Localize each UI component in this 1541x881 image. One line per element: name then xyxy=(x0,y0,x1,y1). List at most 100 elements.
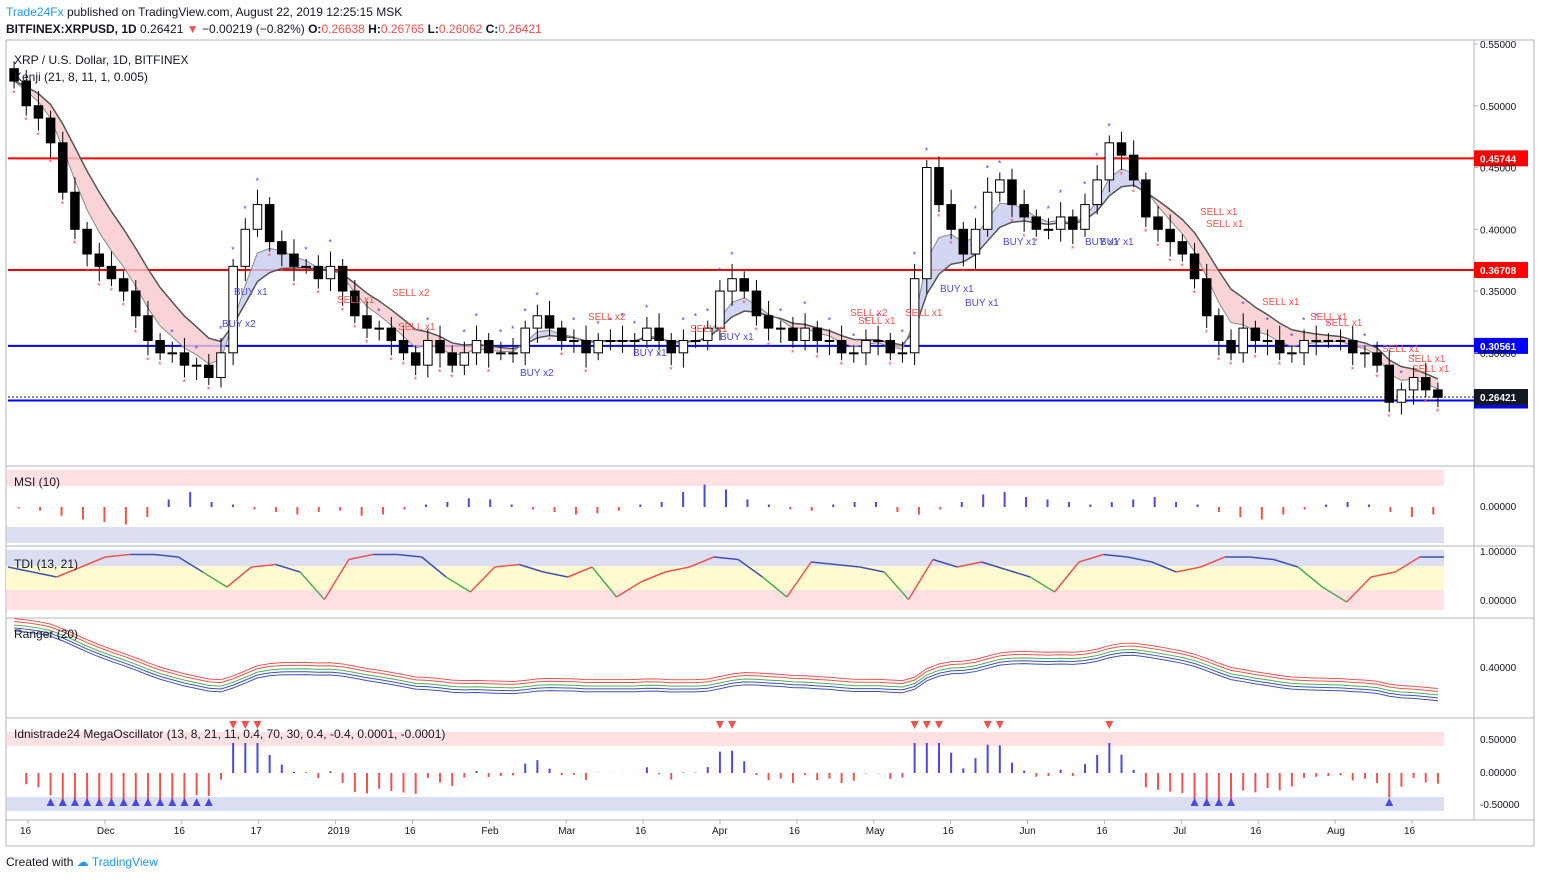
ribbon-segment xyxy=(1401,366,1414,381)
sell-dot-marker: * xyxy=(1375,373,1379,383)
sell-dot-marker: * xyxy=(1193,289,1197,299)
candle-body xyxy=(1433,389,1443,398)
buy-dot-marker: * xyxy=(1046,204,1050,214)
publisher-name[interactable]: Trade24Fx xyxy=(6,5,64,19)
signal-label: BUY x1 xyxy=(633,348,667,359)
candle-body xyxy=(922,167,932,280)
time-axis-label: May xyxy=(866,826,885,837)
mega-lower-band xyxy=(6,797,1444,811)
megaoscillator-label: Idnistrade24 MegaOscillator (13, 8, 21, … xyxy=(14,727,445,741)
candle-body xyxy=(885,339,896,354)
candle-body xyxy=(155,339,165,354)
buy-dot-marker: * xyxy=(535,291,539,301)
tdi-line-segment xyxy=(80,556,106,568)
candle-body xyxy=(337,265,348,292)
candle-body xyxy=(228,265,238,354)
tdi-line-segment xyxy=(713,556,739,561)
sell-dot-marker: * xyxy=(49,158,53,168)
signal-label: BUY x1 xyxy=(965,298,999,309)
tdi-line-segment xyxy=(1029,576,1055,593)
tdi-line-segment xyxy=(1370,571,1396,578)
candle-body xyxy=(1262,339,1273,342)
price-axis-label: 0.40000 xyxy=(1480,225,1517,236)
candle-body xyxy=(666,339,676,354)
sell-dot-marker: * xyxy=(280,266,284,276)
candle-body xyxy=(1360,352,1370,355)
buy-dot-marker: * xyxy=(633,319,637,329)
buy-dot-marker: * xyxy=(499,328,503,338)
candle-body xyxy=(1019,204,1029,218)
buy-dot-marker: * xyxy=(973,204,977,214)
mega-buy-arrow-icon xyxy=(192,798,201,806)
candle-body xyxy=(1396,389,1407,403)
candle-body xyxy=(447,352,457,366)
candle-body xyxy=(1055,216,1066,230)
signal-label: BUY x1 xyxy=(940,284,974,295)
tdi-line-segment xyxy=(1346,576,1372,603)
high-label: H: xyxy=(368,22,381,36)
buy-dot-marker: * xyxy=(1302,315,1306,325)
tdi-label: TDI (13, 21) xyxy=(14,557,78,571)
signal-label: SELL x1 xyxy=(1200,207,1238,218)
tdi-line-segment xyxy=(1321,586,1348,603)
symbol-label[interactable]: BITFINEX:XRPUSD, 1D xyxy=(6,22,137,36)
candle-body xyxy=(179,352,190,366)
kenji-indicator-label: Kenji (21, 8, 11, 1, 0.005) xyxy=(14,70,148,84)
buy-dot-marker: * xyxy=(864,315,868,325)
sell-dot-marker: * xyxy=(742,298,746,308)
sell-dot-marker: * xyxy=(815,353,819,363)
candle-body xyxy=(1274,339,1285,354)
candle-body xyxy=(629,339,640,342)
slow-ma-line xyxy=(13,80,1439,380)
tradingview-link[interactable]: TradingView xyxy=(91,855,158,869)
tradingview-logo-icon[interactable]: ☁ xyxy=(76,855,89,869)
ribbon-segment xyxy=(257,248,270,282)
sell-dot-marker: * xyxy=(36,130,40,140)
buy-dot-marker: * xyxy=(681,315,685,325)
mega-buy-arrow-icon xyxy=(70,798,79,806)
time-axis-label: Feb xyxy=(481,826,499,837)
candle-body xyxy=(82,228,92,255)
signal-label: SELL x2 xyxy=(588,312,626,323)
tdi-line-segment xyxy=(1249,556,1274,561)
tdi-line-segment xyxy=(494,563,520,568)
sell-dot-marker: * xyxy=(134,328,138,338)
price-tag-label: 0.45744 xyxy=(1480,154,1517,165)
sell-dot-marker: * xyxy=(24,116,28,126)
sell-dot-marker: * xyxy=(268,252,272,262)
ribbon-segment xyxy=(452,342,465,355)
sell-dot-marker: * xyxy=(1229,360,1233,370)
tdi-line-segment xyxy=(786,561,812,598)
tdi-line-segment xyxy=(251,563,276,568)
tdi-axis-label-top: 1.00000 xyxy=(1480,547,1517,558)
candle-body xyxy=(532,315,543,329)
mega-buy-arrow-icon xyxy=(107,798,116,806)
sell-dot-marker: * xyxy=(949,239,953,249)
signal-label: SELL x1 xyxy=(1262,297,1300,308)
signal-label: BUY x1 xyxy=(1100,237,1134,248)
mega-buy-arrow-icon xyxy=(46,798,55,806)
sell-dot-marker: * xyxy=(389,355,393,365)
sell-dot-marker: * xyxy=(450,373,454,383)
sell-dot-marker: * xyxy=(584,368,588,378)
candle-body xyxy=(143,315,153,341)
signal-label: SELL x1 xyxy=(858,316,896,327)
buy-dot-marker: * xyxy=(608,315,612,325)
ribbon-segment xyxy=(1194,232,1207,278)
sell-dot-marker: * xyxy=(1278,360,1282,370)
sell-dot-marker: * xyxy=(402,360,406,370)
candle-body xyxy=(313,265,324,280)
tdi-line-segment xyxy=(665,566,690,573)
tdi-line-segment xyxy=(348,553,374,561)
tdi-line-segment xyxy=(932,558,958,568)
mega-buy-arrow-icon xyxy=(143,798,152,806)
price-axis-label: 0.35000 xyxy=(1480,287,1517,298)
candle-body xyxy=(1165,228,1175,243)
signal-label: BUY x1 xyxy=(1003,237,1037,248)
candle-body xyxy=(1189,253,1200,280)
ribbon-segment xyxy=(1182,219,1195,252)
tdi-line-segment xyxy=(518,563,544,573)
ribbon-segment xyxy=(135,248,148,309)
candle-body xyxy=(800,327,810,341)
